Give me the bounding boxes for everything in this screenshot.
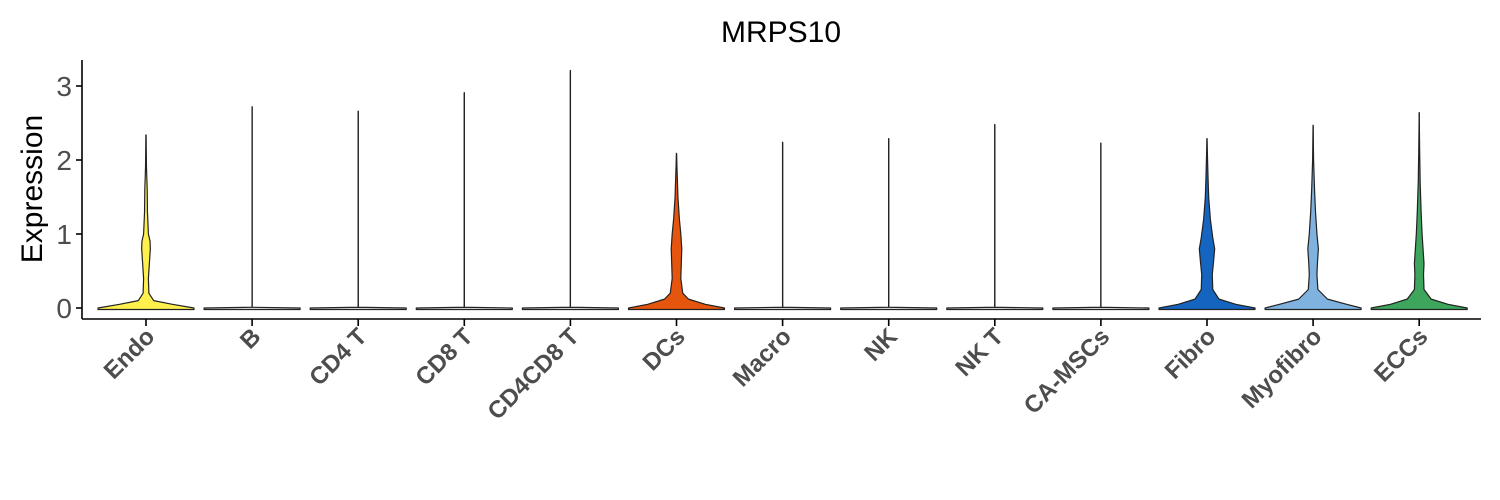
violin-cd4-t — [309, 110, 407, 311]
violin-nk-t — [946, 123, 1044, 311]
x-tick-label: Myofibro — [1237, 323, 1328, 414]
violin-group — [946, 123, 1044, 311]
x-tick-label: CD4 T — [304, 323, 372, 391]
y-tick-label: 1 — [56, 219, 72, 250]
x-tick-label: Macro — [728, 323, 797, 392]
violin-group — [1052, 142, 1150, 311]
violin-macro — [734, 141, 832, 311]
violin-fibro — [1158, 137, 1256, 311]
violin-dcs — [627, 152, 726, 311]
violin-group — [203, 106, 301, 311]
violin-endo — [97, 134, 195, 311]
x-tick-label: Fibro — [1160, 323, 1222, 385]
y-axis-ticks: 0 1 2 3 — [56, 71, 82, 324]
violin-group — [97, 134, 195, 311]
violin-nk — [840, 137, 938, 311]
x-tick-label: CD8 T — [410, 323, 478, 391]
x-tick-label: NK T — [950, 323, 1009, 382]
x-tick-label: Endo — [99, 323, 161, 385]
violin-eccs — [1370, 112, 1468, 311]
violin-group — [309, 110, 407, 311]
x-tick-label: NK — [859, 323, 903, 367]
x-axis-ticks: Endo B CD4 T CD8 T CD4CD8 T DCs Macro NK NK T CA-… — [99, 319, 1433, 425]
y-tick-label: 3 — [56, 71, 72, 102]
violin-b — [203, 106, 301, 311]
violin-group — [840, 137, 938, 311]
x-tick-label: DCs — [638, 323, 691, 376]
plot-area — [97, 69, 1468, 311]
violin-group — [1370, 112, 1468, 311]
violin-myofibro — [1264, 124, 1362, 311]
violin-group — [415, 92, 513, 311]
chart-title: MRPS10 — [721, 16, 841, 49]
x-tick-label: B — [235, 323, 266, 354]
violin-group — [734, 141, 832, 311]
violin-group — [1158, 137, 1256, 311]
violin-group — [1264, 124, 1362, 311]
y-tick-label: 2 — [56, 145, 72, 176]
x-tick-label: CD4CD8 T — [483, 323, 585, 425]
violin-ca-mscs — [1052, 142, 1150, 311]
violin-cd4cd8-t — [521, 69, 619, 311]
x-tick-label: ECCs — [1369, 323, 1433, 387]
violin-group — [521, 69, 619, 311]
x-tick-label: CA-MSCs — [1019, 323, 1115, 419]
y-axis-label: Expression — [16, 115, 49, 263]
violin-group — [627, 152, 726, 311]
y-tick-label: 0 — [56, 293, 72, 324]
violin-cd8-t — [415, 92, 513, 311]
